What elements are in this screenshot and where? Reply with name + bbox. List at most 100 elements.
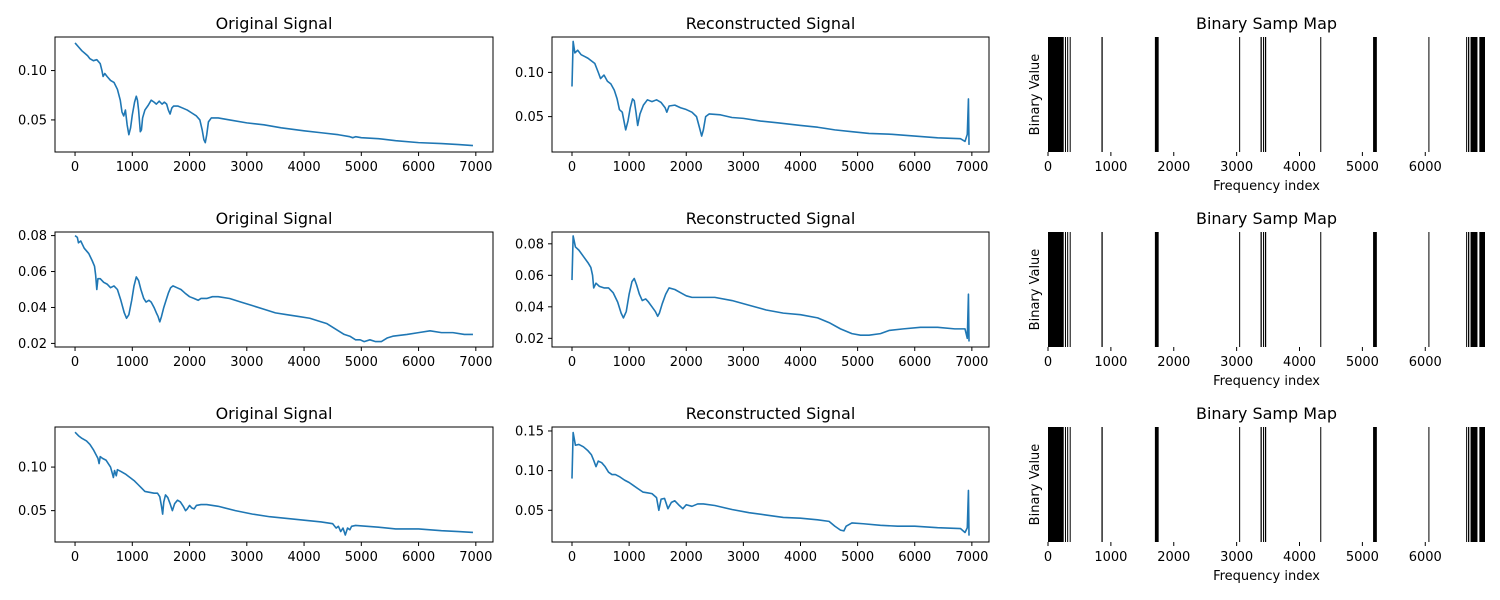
sample-band <box>1479 232 1485 347</box>
x-tick-label: 1000 <box>613 160 646 175</box>
x-tick-label: 6000 <box>898 160 931 175</box>
x-tick-label: 2000 <box>1157 550 1190 565</box>
x-tick-label: 1000 <box>116 355 149 370</box>
y-axis-label: Binary Value <box>1028 444 1043 526</box>
sample-band <box>1239 37 1241 152</box>
y-tick-label: 0.05 <box>18 113 47 128</box>
x-tick-label: 5000 <box>841 355 874 370</box>
x-tick-label: 5000 <box>841 160 874 175</box>
sample-band <box>1466 232 1468 347</box>
sample-band <box>1067 232 1069 347</box>
x-tick-label: 2000 <box>173 550 206 565</box>
x-tick-label: 5000 <box>345 550 378 565</box>
sample-band <box>1154 37 1159 152</box>
sample-band <box>1264 37 1267 152</box>
subplot-title: Reconstructed Signal <box>686 14 856 33</box>
x-tick-label: 0 <box>568 355 576 370</box>
x-tick-label: 0 <box>71 160 79 175</box>
x-tick-label: 4000 <box>1283 160 1316 175</box>
x-tick-label: 5000 <box>1346 160 1379 175</box>
y-tick-label: 0.02 <box>515 332 544 347</box>
sample-band <box>1154 427 1159 542</box>
sample-band <box>1154 232 1159 347</box>
y-tick-label: 0.15 <box>515 424 544 439</box>
sample-band <box>1069 427 1071 542</box>
x-tick-label: 1000 <box>1094 550 1127 565</box>
sample-band <box>1239 232 1241 347</box>
y-tick-label: 0.06 <box>18 265 47 280</box>
x-tick-label: 3000 <box>230 550 263 565</box>
x-tick-label: 2000 <box>1157 355 1190 370</box>
subplot-title: Original Signal <box>216 404 333 423</box>
y-tick-label: 0.06 <box>515 269 544 284</box>
y-tick-label: 0.10 <box>515 66 544 81</box>
x-axis-label: Frequency index <box>1213 569 1320 584</box>
series-line <box>571 40 970 145</box>
y-tick-label: 0.05 <box>515 504 544 519</box>
x-tick-label: 2000 <box>670 160 703 175</box>
sample-band <box>1479 427 1485 542</box>
x-axis-label: Frequency index <box>1213 374 1320 389</box>
x-tick-label: 2000 <box>1157 160 1190 175</box>
subplot-r3-c1: Original Signal 0.05 0.10 0 1000 2000 3000 4000… <box>18 404 494 565</box>
sample-band <box>1373 37 1377 152</box>
x-tick-label: 1000 <box>613 355 646 370</box>
x-tick-label: 0 <box>568 550 576 565</box>
x-tick-label: 0 <box>71 355 79 370</box>
plot-frame <box>54 426 494 543</box>
x-tick-label: 6000 <box>402 355 435 370</box>
y-tick-label: 0.10 <box>515 464 544 479</box>
subplot-title: Binary Samp Map <box>1196 209 1337 228</box>
sample-band <box>1468 232 1470 347</box>
subplot-title: Original Signal <box>216 209 333 228</box>
x-tick-label: 0 <box>1044 160 1052 175</box>
sample-band <box>1373 427 1377 542</box>
y-tick-label: 0.05 <box>515 110 544 125</box>
subplot-r3-c3: Binary Samp Map Binary Value Frequency ind… <box>1028 404 1485 584</box>
sample-band <box>1320 37 1322 152</box>
x-tick-label: 4000 <box>1283 355 1316 370</box>
x-tick-label: 6000 <box>1409 550 1442 565</box>
subplot-title: Reconstructed Signal <box>686 404 856 423</box>
x-tick-label: 0 <box>1044 550 1052 565</box>
sample-band <box>1320 232 1322 347</box>
y-tick-label: 0.02 <box>18 337 47 352</box>
x-tick-label: 5000 <box>345 160 378 175</box>
series-line <box>74 42 474 147</box>
x-tick-label: 3000 <box>1220 550 1253 565</box>
x-tick-label: 4000 <box>288 355 321 370</box>
x-tick-label: 3000 <box>230 355 263 370</box>
x-tick-label: 3000 <box>1220 160 1253 175</box>
x-tick-label: 0 <box>1044 355 1052 370</box>
x-tick-label: 6000 <box>402 550 435 565</box>
sample-band <box>1239 427 1241 542</box>
sample-band <box>1260 427 1262 542</box>
y-tick-label: 0.10 <box>18 461 47 476</box>
subplot-r2-c2: Reconstructed Signal 0.02 0.04 0.06 0.08 0 100… <box>515 209 990 370</box>
sample-band <box>1263 37 1265 152</box>
x-tick-label: 7000 <box>459 550 492 565</box>
x-tick-label: 7000 <box>955 550 988 565</box>
x-tick-label: 6000 <box>898 355 931 370</box>
x-tick-label: 1000 <box>1094 355 1127 370</box>
x-tick-label: 6000 <box>1409 355 1442 370</box>
x-tick-label: 2000 <box>173 160 206 175</box>
y-tick-label: 0.04 <box>18 301 47 316</box>
plot-frame <box>54 231 494 348</box>
sample-band <box>1428 232 1430 347</box>
x-tick-label: 1000 <box>613 550 646 565</box>
sample-band <box>1470 427 1478 542</box>
y-tick-label: 0.08 <box>515 237 544 252</box>
sample-band <box>1069 37 1071 152</box>
y-tick-label: 0.08 <box>18 229 47 244</box>
x-tick-label: 6000 <box>898 550 931 565</box>
subplot-r1-c3: Binary Samp Map Binary Value Frequency ind… <box>1028 14 1485 194</box>
sample-band <box>1048 427 1064 542</box>
x-tick-label: 6000 <box>1409 160 1442 175</box>
sample-band <box>1466 37 1468 152</box>
x-tick-label: 6000 <box>402 160 435 175</box>
x-tick-label: 4000 <box>288 550 321 565</box>
sample-band <box>1468 427 1470 542</box>
sample-band <box>1048 232 1064 347</box>
sample-band <box>1064 427 1066 542</box>
